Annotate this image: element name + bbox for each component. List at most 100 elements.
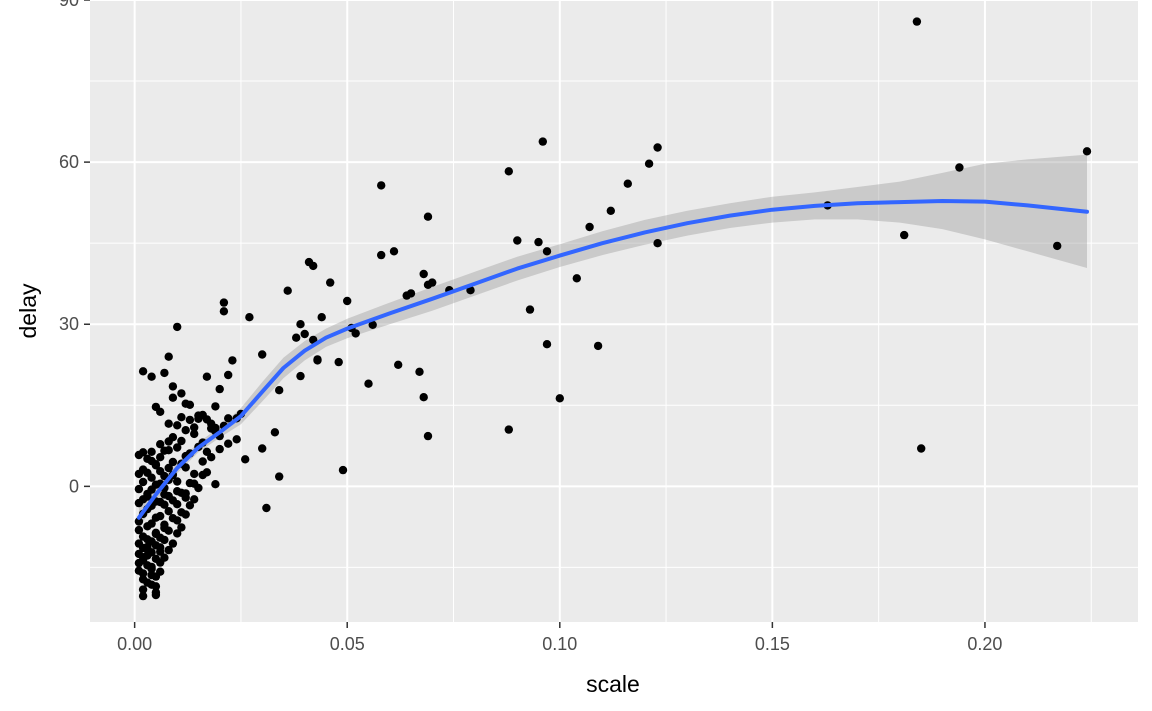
data-point xyxy=(653,143,662,152)
data-point xyxy=(168,393,178,402)
data-point xyxy=(168,433,178,442)
data-point xyxy=(245,313,254,322)
y-tick-label: 0 xyxy=(69,476,79,496)
data-point xyxy=(912,17,922,26)
data-point xyxy=(168,457,178,467)
data-point xyxy=(177,488,186,497)
data-point xyxy=(134,484,144,494)
data-point xyxy=(377,181,386,190)
data-point xyxy=(262,503,271,513)
data-points xyxy=(134,17,1092,601)
data-point xyxy=(190,495,199,504)
data-point xyxy=(1082,147,1092,156)
data-point xyxy=(368,320,377,329)
data-point xyxy=(190,479,199,488)
confidence-band-area xyxy=(138,154,1087,529)
data-point xyxy=(164,419,173,428)
confidence-band xyxy=(138,154,1087,529)
data-point xyxy=(147,473,156,482)
data-point xyxy=(309,261,318,271)
data-point xyxy=(219,307,229,316)
data-point xyxy=(156,453,165,462)
data-point xyxy=(156,567,165,576)
data-point xyxy=(173,322,182,332)
data-point xyxy=(181,426,190,435)
data-point xyxy=(542,247,552,256)
data-point xyxy=(147,485,156,494)
data-point xyxy=(207,453,216,462)
data-point xyxy=(224,370,233,380)
data-point xyxy=(138,448,148,457)
data-point xyxy=(215,444,224,454)
data-point xyxy=(177,523,186,532)
data-point xyxy=(168,539,178,548)
y-axis: 0 30 60 90 xyxy=(59,0,90,496)
data-point xyxy=(504,425,513,434)
y-tick-label: 90 xyxy=(59,0,79,10)
data-point xyxy=(147,580,156,589)
data-point xyxy=(258,444,267,453)
data-point xyxy=(185,501,195,510)
data-point xyxy=(143,551,152,560)
data-point xyxy=(275,472,284,481)
data-point xyxy=(160,368,169,378)
data-point xyxy=(156,440,165,449)
data-point xyxy=(194,411,203,420)
data-point xyxy=(542,340,552,349)
data-point xyxy=(555,394,564,403)
x-tick-label: 0.00 xyxy=(117,634,152,654)
data-point xyxy=(173,500,182,509)
x-tick-label: 0.20 xyxy=(967,634,1002,654)
data-point xyxy=(423,212,433,221)
data-point xyxy=(224,439,233,448)
data-point xyxy=(138,477,148,487)
data-point xyxy=(215,384,224,394)
data-point xyxy=(334,357,343,367)
x-tick-label: 0.05 xyxy=(330,634,365,654)
data-point xyxy=(143,492,152,501)
data-point xyxy=(232,435,241,444)
data-point xyxy=(138,585,148,594)
data-point xyxy=(394,360,403,369)
data-point xyxy=(164,463,173,473)
x-tick-label: 0.15 xyxy=(755,634,790,654)
data-point xyxy=(211,480,220,489)
data-point xyxy=(151,590,161,600)
data-point xyxy=(296,320,305,329)
data-point xyxy=(211,423,220,433)
data-point xyxy=(275,386,284,395)
data-point xyxy=(504,167,513,176)
data-point xyxy=(156,547,165,556)
data-point xyxy=(181,399,190,408)
data-point xyxy=(138,569,148,578)
data-point xyxy=(147,564,156,574)
data-point xyxy=(173,443,182,452)
data-point xyxy=(164,446,173,455)
data-point xyxy=(181,463,190,472)
data-point xyxy=(623,179,632,188)
plot-panel xyxy=(90,0,1138,622)
data-point xyxy=(534,237,543,247)
smooth-line-path xyxy=(136,199,1089,520)
data-point xyxy=(241,455,250,464)
data-point xyxy=(138,591,148,601)
data-point xyxy=(164,507,173,516)
data-point xyxy=(572,274,581,283)
data-point xyxy=(160,535,169,545)
data-point xyxy=(134,525,144,535)
data-point xyxy=(147,570,156,580)
data-point xyxy=(406,289,416,298)
data-point xyxy=(283,286,292,295)
data-point xyxy=(177,436,186,446)
data-point xyxy=(147,372,156,381)
x-tick-label: 0.10 xyxy=(542,634,577,654)
data-point xyxy=(211,402,220,411)
data-point xyxy=(326,278,335,287)
data-point xyxy=(164,526,173,535)
data-point xyxy=(185,415,195,425)
data-point xyxy=(177,389,186,398)
data-point xyxy=(190,469,199,479)
data-point xyxy=(173,516,182,525)
data-point xyxy=(538,137,547,146)
